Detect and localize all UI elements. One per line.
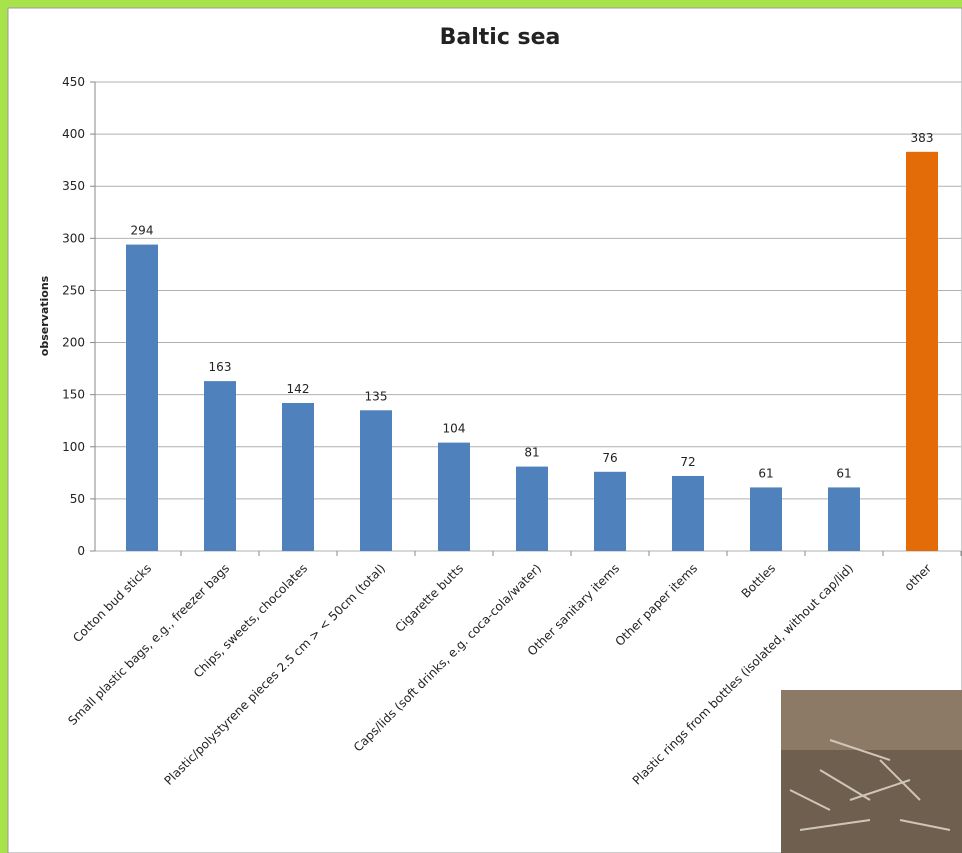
bar (360, 410, 392, 551)
bar (282, 403, 314, 551)
y-axis-label: observations (38, 275, 51, 356)
data-label: 72 (680, 455, 695, 469)
bar (672, 475, 704, 551)
bar (594, 471, 626, 551)
bar (516, 466, 548, 551)
chart-title: Baltic sea (440, 25, 561, 50)
y-tick-label: 300 (62, 231, 85, 245)
bar (204, 381, 236, 551)
photo (781, 690, 962, 853)
y-tick-label: 200 (62, 336, 85, 350)
y-tick-label: 400 (62, 127, 85, 141)
data-label: 142 (287, 382, 310, 396)
bar (828, 487, 860, 551)
y-tick-label: 150 (62, 388, 85, 402)
bar (750, 487, 782, 551)
data-label: 135 (365, 389, 388, 403)
bar (906, 151, 938, 551)
data-label: 76 (602, 451, 617, 465)
data-label: 163 (209, 360, 232, 374)
data-label: 104 (443, 422, 466, 436)
y-tick-label: 450 (62, 75, 85, 89)
data-label: 81 (524, 446, 539, 460)
y-tick-label: 350 (62, 179, 85, 193)
y-tick-label: 250 (62, 283, 85, 297)
data-label: 61 (758, 466, 773, 480)
bar (438, 442, 470, 551)
y-tick-label: 100 (62, 440, 85, 454)
data-label: 383 (911, 131, 934, 145)
y-tick-label: 50 (70, 492, 85, 506)
data-label: 61 (836, 466, 851, 480)
bar (126, 244, 158, 551)
y-tick-label: 0 (77, 544, 85, 558)
data-label: 294 (131, 224, 154, 238)
